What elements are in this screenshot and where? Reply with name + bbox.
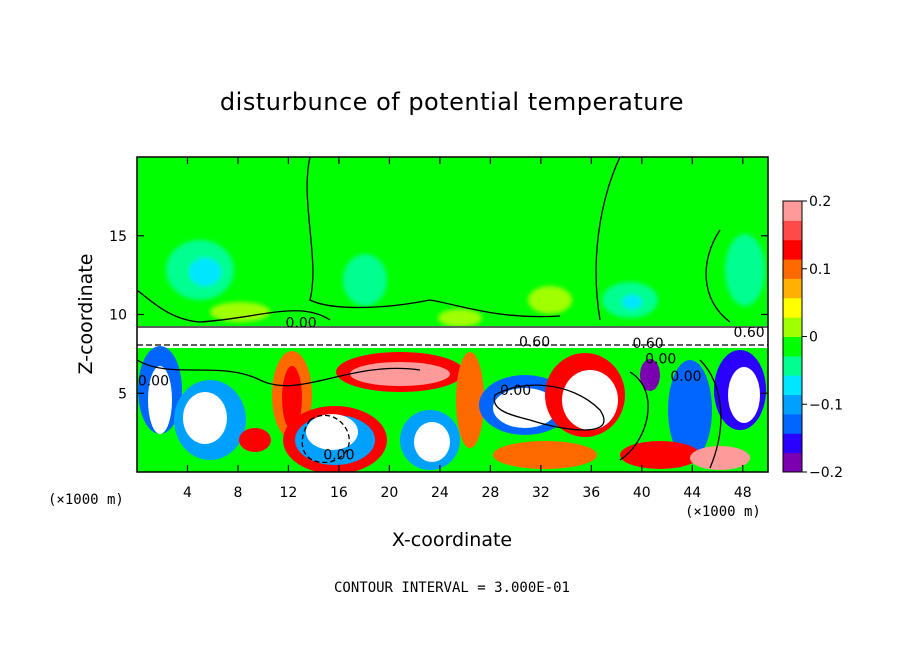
colorbar-ticks: 0.2 0.1 0 −0.1 −0.2 bbox=[802, 194, 843, 481]
colorbar-tick-label: −0.2 bbox=[809, 465, 843, 481]
x-tick-label: 12 bbox=[280, 485, 298, 501]
contour-label: 0.00 bbox=[645, 352, 676, 368]
x-tick-label: 32 bbox=[532, 485, 550, 501]
colorbar-tick-label: 0 bbox=[809, 330, 818, 346]
contour-label: 0.60 bbox=[519, 334, 550, 350]
chart-title: disturbunce of potential temperature bbox=[220, 88, 684, 116]
colorbar-swatch bbox=[783, 259, 802, 279]
colorbar-tick-label: 0.2 bbox=[809, 194, 831, 210]
y-tick-label: 10 bbox=[109, 308, 127, 324]
colorbar-swatch bbox=[783, 433, 802, 454]
contour-label: 0.60 bbox=[633, 336, 664, 352]
plot-area: 0.600.600.600.000.000.000.000.00 0.00 bbox=[137, 157, 768, 472]
contour-label: 0.00 bbox=[670, 369, 701, 385]
colorbar-swatch bbox=[783, 375, 802, 396]
x-tick-label: 40 bbox=[633, 485, 651, 501]
colorbar-swatch bbox=[783, 297, 802, 318]
x-unit-left: (×1000 m) bbox=[48, 492, 124, 508]
colorbar-swatch bbox=[783, 336, 802, 357]
x-tick-label: 8 bbox=[233, 485, 242, 501]
x-unit-right: (×1000 m) bbox=[685, 504, 761, 520]
x-tick-label: 44 bbox=[683, 485, 701, 501]
y-axis-label: Z-coordinate bbox=[75, 254, 97, 375]
colorbar bbox=[782, 200, 803, 473]
x-tick-label: 24 bbox=[431, 485, 449, 501]
colorbar-tick-label: −0.1 bbox=[809, 397, 843, 413]
y-tick-label: 15 bbox=[109, 229, 127, 245]
contour-labels: 0.600.600.600.000.000.000.000.00 0.00 bbox=[138, 315, 765, 463]
x-tick-label: 36 bbox=[582, 485, 600, 501]
inversion-band bbox=[137, 326, 768, 348]
colorbar-swatch bbox=[783, 220, 802, 241]
y-tick-label: 5 bbox=[118, 386, 127, 402]
colorbar-swatch bbox=[783, 394, 802, 415]
colorbar-swatch bbox=[783, 201, 802, 221]
colorbar-swatch bbox=[783, 452, 802, 473]
contour-interval-note: CONTOUR INTERVAL = 3.000E-01 bbox=[334, 580, 570, 596]
colorbar-swatch bbox=[783, 239, 802, 260]
x-tick-label: 20 bbox=[380, 485, 398, 501]
x-tick-label: 16 bbox=[330, 485, 348, 501]
x-tick-label: 4 bbox=[183, 485, 192, 501]
contour-label: 0.00 bbox=[285, 315, 316, 331]
x-tick-label: 28 bbox=[481, 485, 499, 501]
contour-lines bbox=[137, 157, 768, 469]
contour-label: 0.00 bbox=[500, 383, 531, 399]
x-axis-label: X-coordinate bbox=[392, 529, 512, 551]
colorbar-swatch bbox=[783, 355, 802, 376]
x-tick-label: 48 bbox=[734, 485, 752, 501]
contour-label: 0.00 bbox=[323, 448, 354, 464]
colorbar-swatch bbox=[783, 413, 802, 434]
colorbar-swatch bbox=[783, 317, 802, 337]
contour-label: 0.00 bbox=[138, 374, 169, 390]
contour-label: 0.60 bbox=[733, 325, 764, 341]
upper-anomalies bbox=[166, 234, 765, 327]
lower-anomalies bbox=[138, 346, 766, 472]
y-axis: 5 10 15 bbox=[109, 229, 768, 402]
colorbar-swatch bbox=[783, 278, 802, 299]
x-axis: 4 8 12 16 20 24 28 32 36 40 44 48 bbox=[183, 157, 752, 501]
colorbar-tick-label: 0.1 bbox=[809, 262, 831, 278]
